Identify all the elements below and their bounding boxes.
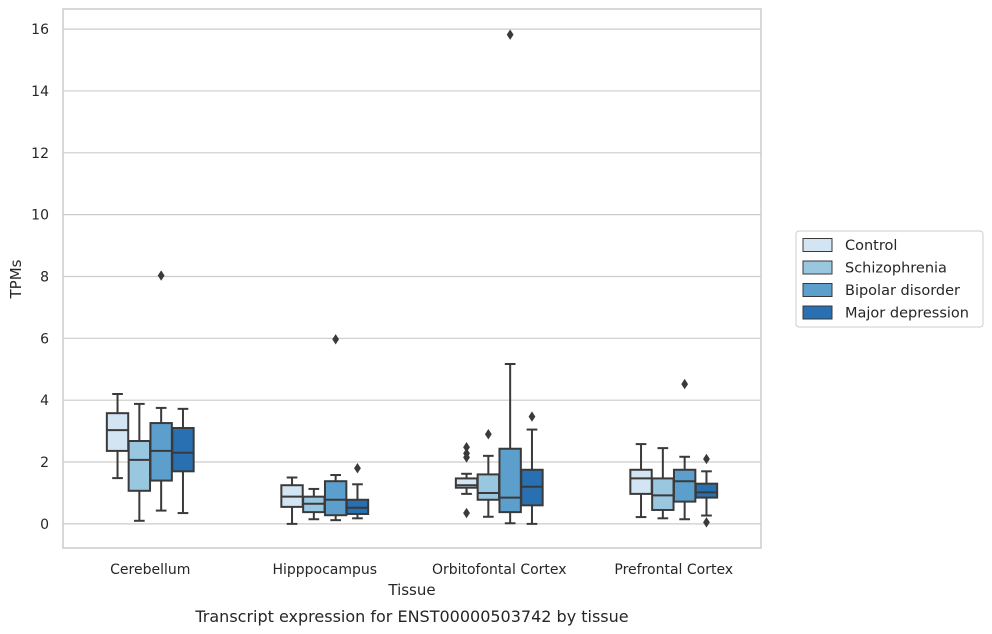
- box-bipolar-disorder: [672, 378, 697, 521]
- box-major-depression: [694, 453, 719, 528]
- iqr-box: [694, 482, 719, 499]
- box-schizophrenia: [127, 402, 152, 522]
- legend-label: Control: [845, 238, 897, 254]
- outlier-point: [681, 378, 689, 390]
- box-schizophrenia: [476, 429, 501, 518]
- y-tick-label: 14: [31, 84, 49, 100]
- box-control: [105, 393, 130, 480]
- y-tick-label: 6: [40, 331, 49, 347]
- y-tick-label: 16: [31, 22, 49, 38]
- x-tick-label: Orbitofontal Cortex: [432, 562, 567, 578]
- iqr-box: [651, 477, 675, 511]
- box-major-depression: [345, 463, 370, 520]
- x-tick-labels: Cerebellum Hipppocampus Orbitofontal Corte…: [110, 562, 733, 578]
- outlier-point: [703, 517, 710, 528]
- legend-label: Major depression: [845, 306, 969, 322]
- outlier-point: [354, 463, 361, 474]
- legend-swatch: [802, 305, 833, 320]
- outlier-point: [463, 507, 470, 519]
- y-tick-label: 12: [31, 146, 49, 162]
- y-tick-label: 2: [40, 455, 49, 471]
- outlier-point: [463, 448, 470, 459]
- box-major-depression: [520, 411, 544, 525]
- box-bipolar-disorder: [149, 270, 173, 512]
- gridlines: [63, 28, 761, 525]
- iqr-box: [629, 468, 653, 495]
- x-tick-label: Prefrontal Cortex: [614, 562, 733, 578]
- legend-frame: [795, 230, 984, 328]
- iqr-box: [476, 473, 501, 501]
- iqr-box: [454, 477, 479, 489]
- outlier-point: [463, 441, 470, 453]
- outlier-point: [506, 29, 514, 40]
- legend-items: Control Schizophrenia Bipolar disorder Majo…: [802, 238, 969, 322]
- legend-swatch: [802, 283, 833, 297]
- outlier-point: [703, 453, 710, 465]
- box-major-depression: [171, 407, 195, 515]
- legend: Control Schizophrenia Bipolar disorder Majo…: [795, 230, 984, 328]
- outlier-point: [484, 429, 492, 440]
- legend-label: Schizophrenia: [845, 261, 947, 277]
- x-axis-label: Tissue: [387, 581, 435, 599]
- iqr-box: [171, 427, 195, 473]
- iqr-box: [127, 440, 152, 492]
- y-tick-labels: 0 2 4 6 8 10 12 14 16: [31, 22, 49, 533]
- box-control: [454, 441, 479, 519]
- iqr-box: [672, 468, 697, 503]
- chart-caption: Transcript expression for ENST0000050374…: [194, 607, 628, 626]
- y-tick-label: 8: [40, 269, 49, 285]
- box-bipolar-disorder: [323, 334, 348, 522]
- legend-swatch: [802, 260, 833, 275]
- y-tick-label: 4: [40, 393, 49, 409]
- outlier-point: [332, 334, 340, 345]
- x-tick-label: Hipppocampus: [272, 562, 377, 578]
- iqr-box: [498, 447, 522, 514]
- iqr-box: [105, 412, 130, 452]
- legend-swatch: [802, 238, 833, 252]
- y-tick-label: 0: [40, 517, 49, 533]
- iqr-box: [323, 480, 348, 517]
- y-axis-label: TPMs: [7, 259, 25, 299]
- outlier-point: [528, 411, 536, 422]
- outlier-point: [157, 270, 165, 281]
- plot-frame: [62, 8, 762, 549]
- y-tick-label: 10: [31, 208, 49, 224]
- legend-label: Bipolar disorder: [845, 283, 960, 299]
- boxes: [105, 29, 719, 528]
- x-tick-label: Cerebellum: [110, 562, 190, 578]
